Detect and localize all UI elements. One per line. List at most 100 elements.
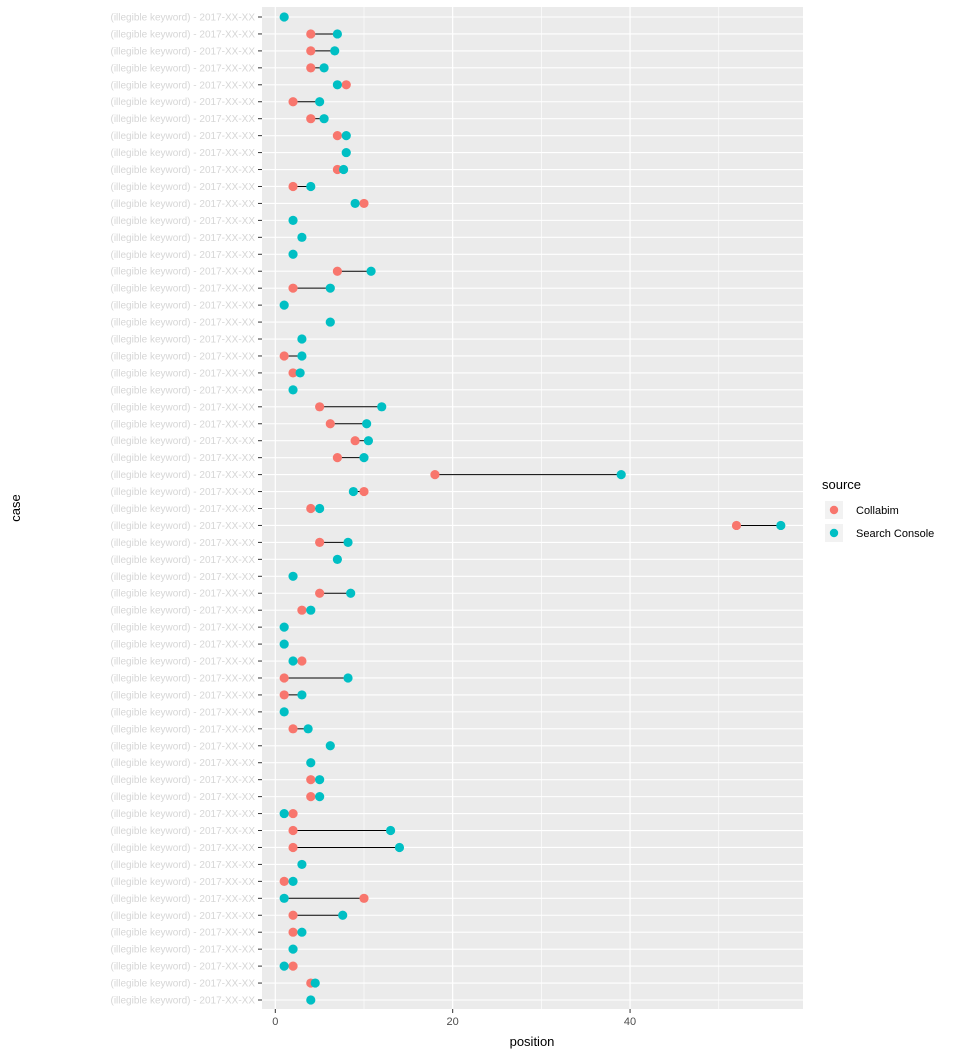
case-tick-label: (illegible keyword) - 2017-XX-XX xyxy=(110,775,255,786)
point-collabim xyxy=(288,368,298,378)
point-search-console xyxy=(319,114,329,124)
case-tick-label: (illegible keyword) - 2017-XX-XX xyxy=(110,419,255,430)
point-search-console xyxy=(325,283,335,293)
point-collabim xyxy=(332,266,342,276)
case-tick-label: (illegible keyword) - 2017-XX-XX xyxy=(110,436,255,447)
point-search-console xyxy=(279,622,289,632)
point-search-console xyxy=(306,181,316,192)
data-points xyxy=(279,12,786,1005)
case-tick-label: (illegible keyword) - 2017-XX-XX xyxy=(110,809,255,820)
point-search-console xyxy=(315,792,325,802)
point-search-console xyxy=(288,215,298,225)
case-tick-label: (illegible keyword) - 2017-XX-XX xyxy=(110,148,255,159)
point-search-console xyxy=(338,910,348,920)
point-collabim xyxy=(332,453,342,463)
point-search-console xyxy=(350,198,360,209)
point-collabim xyxy=(306,29,316,39)
point-search-console xyxy=(306,605,316,615)
point-collabim xyxy=(731,520,742,531)
point-collabim xyxy=(315,537,325,547)
legend: source Collabim Search Console xyxy=(822,477,934,542)
point-search-console xyxy=(315,503,325,514)
case-tick-label: (illegible keyword) - 2017-XX-XX xyxy=(110,182,255,193)
point-search-console xyxy=(288,385,298,395)
point-search-console xyxy=(279,893,289,903)
case-tick-label: (illegible keyword) - 2017-XX-XX xyxy=(110,589,255,600)
point-search-console xyxy=(776,520,786,531)
case-tick-label: (illegible keyword) - 2017-XX-XX xyxy=(110,487,255,498)
point-search-console xyxy=(343,673,353,683)
point-collabim xyxy=(288,842,298,853)
case-tick-label: (illegible keyword) - 2017-XX-XX xyxy=(110,521,255,532)
point-collabim xyxy=(288,910,298,920)
case-tick-label: (illegible keyword) - 2017-XX-XX xyxy=(110,707,255,718)
point-search-console xyxy=(297,927,307,937)
point-collabim xyxy=(288,927,298,937)
major-gridlines xyxy=(262,7,803,1009)
point-search-console xyxy=(279,961,289,971)
case-tick-label: (illegible keyword) - 2017-XX-XX xyxy=(110,385,255,396)
point-collabim xyxy=(279,673,289,683)
point-search-console xyxy=(343,537,353,547)
case-tick-label: (illegible keyword) - 2017-XX-XX xyxy=(110,623,255,634)
x-tick-label: 20 xyxy=(447,1016,459,1028)
case-tick-label: (illegible keyword) - 2017-XX-XX xyxy=(110,504,255,515)
case-tick-label: (illegible keyword) - 2017-XX-XX xyxy=(110,690,255,701)
case-tick-label: (illegible keyword) - 2017-XX-XX xyxy=(110,402,255,413)
point-collabim xyxy=(315,588,325,598)
point-search-console xyxy=(325,317,335,327)
point-collabim xyxy=(297,605,307,615)
point-search-console xyxy=(338,164,349,175)
point-collabim xyxy=(306,63,316,73)
case-tick-label: (illegible keyword) - 2017-XX-XX xyxy=(110,233,255,244)
point-search-console xyxy=(341,147,351,158)
case-tick-label: (illegible keyword) - 2017-XX-XX xyxy=(110,673,255,684)
case-axis-labels: (illegible keyword) - 2017-XX-XX (illegib… xyxy=(110,13,262,1007)
point-collabim xyxy=(288,808,298,819)
point-search-console xyxy=(288,876,298,886)
point-collabim xyxy=(306,46,316,56)
point-search-console xyxy=(306,758,316,768)
point-search-console xyxy=(279,808,289,819)
point-collabim xyxy=(279,690,289,700)
point-search-console xyxy=(332,29,342,39)
case-tick-label: (illegible keyword) - 2017-XX-XX xyxy=(110,97,255,108)
point-search-console xyxy=(297,334,307,344)
case-tick-label: (illegible keyword) - 2017-XX-XX xyxy=(110,63,255,74)
point-collabim xyxy=(297,656,307,666)
case-tick-label: (illegible keyword) - 2017-XX-XX xyxy=(110,318,255,329)
point-search-console xyxy=(341,131,351,141)
point-collabim xyxy=(430,470,440,480)
point-search-console xyxy=(279,12,289,22)
point-collabim xyxy=(306,792,316,802)
case-tick-label: (illegible keyword) - 2017-XX-XX xyxy=(110,199,255,210)
x-tick-label: 0 xyxy=(272,1016,278,1028)
point-search-console xyxy=(279,300,289,310)
point-collabim xyxy=(341,80,351,90)
point-search-console xyxy=(295,368,305,378)
point-collabim xyxy=(288,825,298,836)
x-axis-title: position xyxy=(510,1034,555,1049)
point-collabim xyxy=(315,402,325,412)
case-tick-label: (illegible keyword) - 2017-XX-XX xyxy=(110,758,255,769)
x-axis-ticks: 0 20 40 xyxy=(272,1009,636,1028)
point-search-console xyxy=(330,46,340,56)
case-tick-label: (illegible keyword) - 2017-XX-XX xyxy=(110,555,255,566)
case-tick-label: (illegible keyword) - 2017-XX-XX xyxy=(110,860,255,871)
case-tick-label: (illegible keyword) - 2017-XX-XX xyxy=(110,250,255,261)
point-search-console xyxy=(279,707,289,717)
case-tick-label: (illegible keyword) - 2017-XX-XX xyxy=(110,979,255,990)
point-search-console xyxy=(288,571,298,581)
case-tick-label: (illegible keyword) - 2017-XX-XX xyxy=(110,470,255,481)
case-tick-label: (illegible keyword) - 2017-XX-XX xyxy=(110,792,255,803)
point-collabim xyxy=(306,503,316,514)
case-tick-label: (illegible keyword) - 2017-XX-XX xyxy=(110,351,255,362)
point-collabim xyxy=(306,114,316,124)
case-tick-label: (illegible keyword) - 2017-XX-XX xyxy=(110,131,255,142)
case-tick-label: (illegible keyword) - 2017-XX-XX xyxy=(110,741,255,752)
case-tick-label: (illegible keyword) - 2017-XX-XX xyxy=(110,29,255,40)
point-collabim xyxy=(359,893,369,903)
case-tick-label: (illegible keyword) - 2017-XX-XX xyxy=(110,335,255,346)
case-tick-label: (illegible keyword) - 2017-XX-XX xyxy=(110,843,255,854)
